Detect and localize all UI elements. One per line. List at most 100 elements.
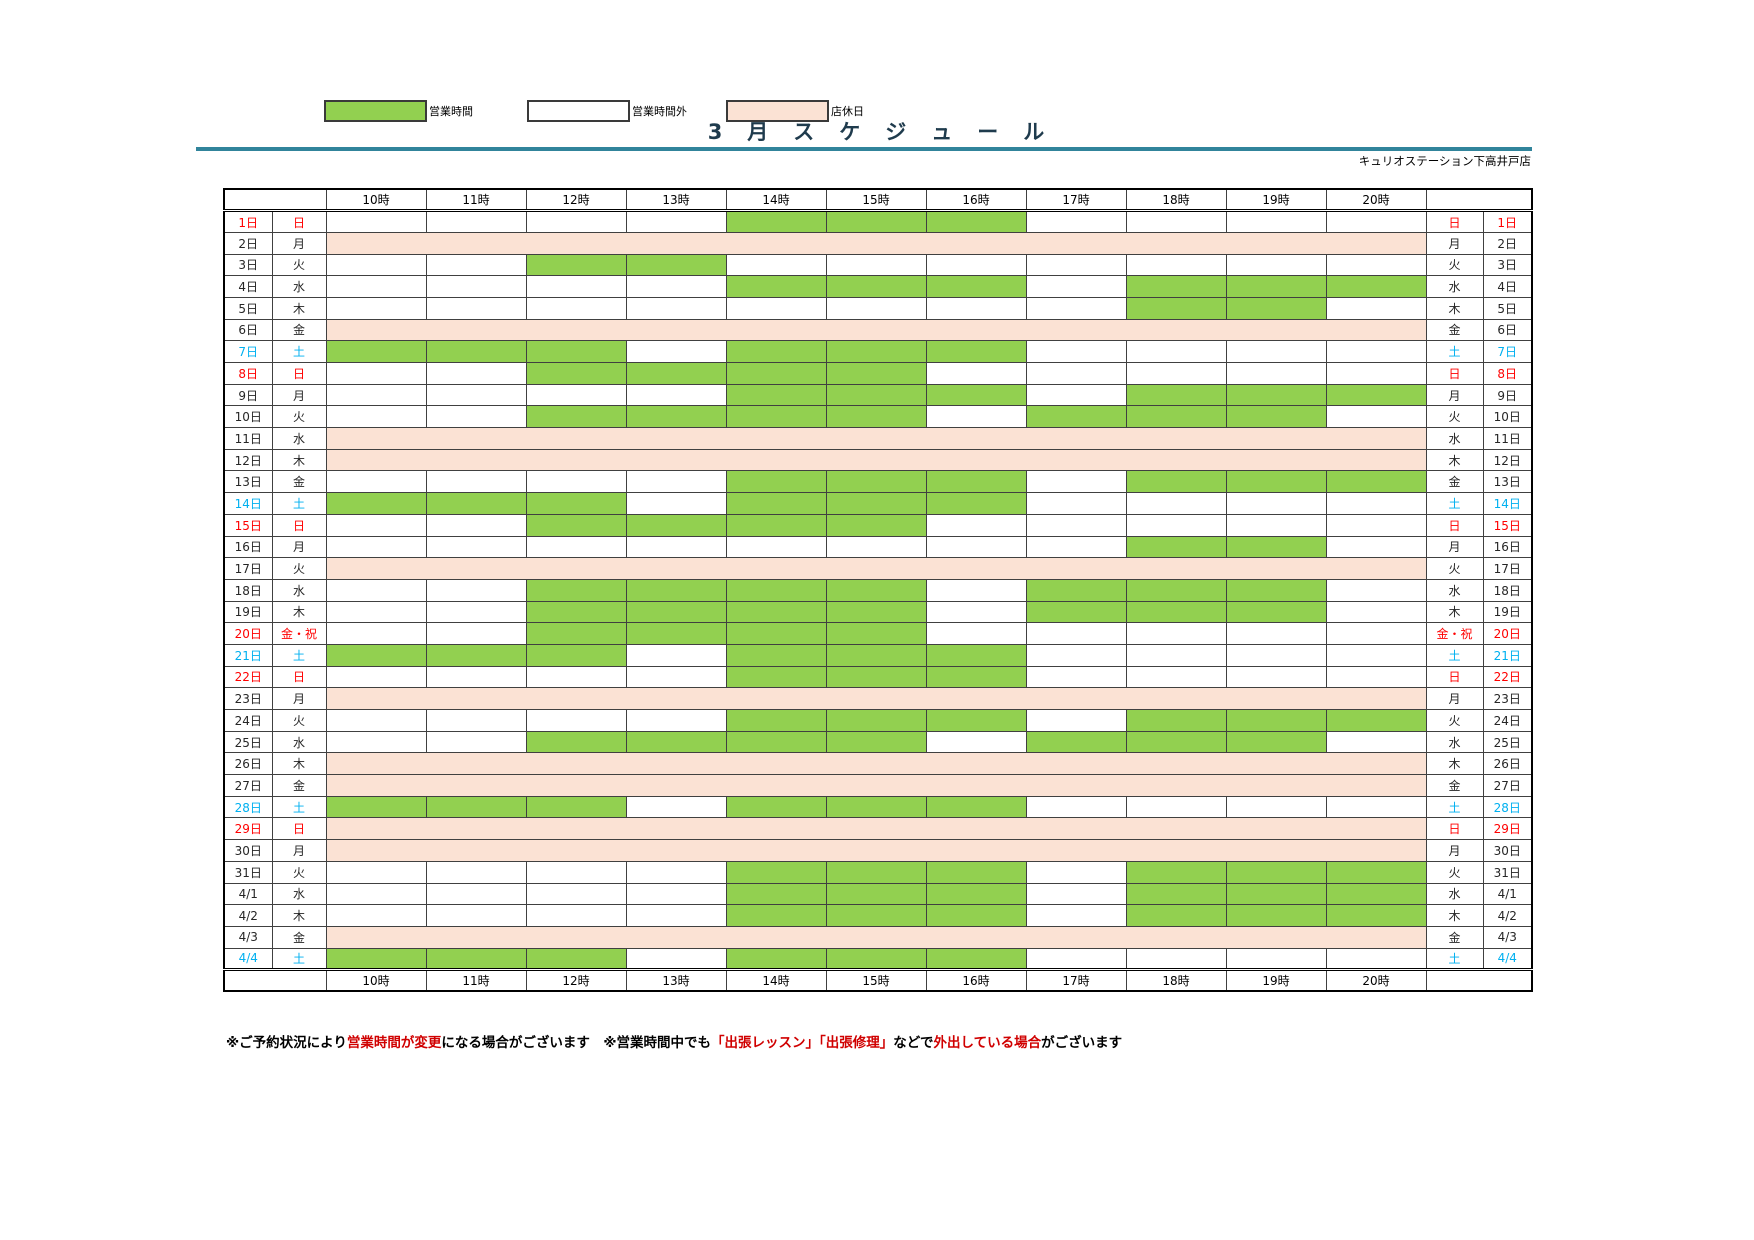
day-row: 5日木木 5日 <box>223 296 1533 320</box>
date-cell: 24日 <box>1482 709 1533 732</box>
day-row: 26日木木 26日 <box>223 752 1533 776</box>
weekday-cell: 金・祝 <box>271 622 327 645</box>
hour-cell-closed <box>425 253 527 277</box>
hour-cell-closed <box>325 730 427 754</box>
day-row: 4日水水 4日 <box>223 275 1533 298</box>
date-cell: 4/4 <box>223 947 273 971</box>
hour-cell-closed <box>1325 253 1427 277</box>
hour-cell-closed <box>1325 795 1427 819</box>
hour-cell-closed <box>1325 210 1427 233</box>
day-row: 21日土土 21日 <box>223 643 1533 667</box>
day-row: 10日火火 10日 <box>223 405 1533 429</box>
hour-cell-closed <box>1325 492 1427 515</box>
hour-cell-open <box>1225 275 1327 298</box>
hour-cell-open <box>1325 904 1427 927</box>
weekday-cell: 日 <box>1425 513 1484 537</box>
date-cell: 21日 <box>1482 643 1533 667</box>
weekday-cell: 木 <box>1425 752 1484 776</box>
date-cell: 6日 <box>223 318 273 342</box>
hour-cell-open <box>825 578 927 602</box>
weekday-cell: 火 <box>1425 253 1484 277</box>
hour-cell-closed <box>325 665 427 689</box>
hour-cell-closed <box>1125 253 1227 277</box>
hour-cell-closed <box>325 904 427 927</box>
date-cell: 26日 <box>223 752 273 776</box>
date-cell: 19日 <box>223 600 273 624</box>
date-cell: 17日 <box>1482 557 1533 580</box>
hour-cell-open <box>1325 383 1427 407</box>
hour-cell-open <box>625 513 727 537</box>
hour-cell-closed <box>325 383 427 407</box>
weekday-cell: 日 <box>271 362 327 385</box>
hour-cell-open <box>1125 600 1227 624</box>
date-cell: 21日 <box>223 643 273 667</box>
corner-cell <box>1425 188 1533 213</box>
hour-cell-open <box>625 622 727 645</box>
hour-cell-closed <box>925 362 1027 385</box>
weekday-cell: 土 <box>271 340 327 363</box>
hour-cell-closed <box>1225 795 1327 819</box>
date-cell: 23日 <box>1482 687 1533 710</box>
hour-cell-closed <box>1325 296 1427 320</box>
hour-cell-closed <box>425 622 527 645</box>
hour-cell-open <box>425 643 527 667</box>
date-cell: 27日 <box>1482 774 1533 797</box>
hour-cell-open <box>525 600 627 624</box>
day-row: 30日月月 30日 <box>223 839 1533 862</box>
day-row: 18日水水 18日 <box>223 578 1533 602</box>
date-cell: 19日 <box>1482 600 1533 624</box>
weekday-cell: 金 <box>271 774 327 797</box>
weekday-cell: 金 <box>1425 318 1484 342</box>
hour-cell-open <box>825 882 927 906</box>
hour-cell-open <box>1025 730 1127 754</box>
hour-cell-closed <box>425 275 527 298</box>
title-underline <box>196 147 1532 151</box>
date-cell: 29日 <box>223 817 273 841</box>
weekday-cell: 水 <box>1425 882 1484 906</box>
hour-cell-open <box>425 795 527 819</box>
note-segment: 営業時間が変更 <box>346 1035 442 1051</box>
hour-cell-open <box>325 795 427 819</box>
hour-cell-closed <box>1325 578 1427 602</box>
hour-cell-open <box>925 904 1027 927</box>
hour-cell-open <box>925 340 1027 363</box>
hour-cell-closed <box>625 643 727 667</box>
hour-cell-closed <box>725 296 827 320</box>
hour-header-cell: 15時 <box>825 188 927 213</box>
hour-cell-open <box>625 405 727 429</box>
hour-header-cell: 13時 <box>625 188 727 213</box>
hour-cell-open <box>725 665 827 689</box>
weekday-cell: 土 <box>271 947 327 971</box>
hour-cell-closed <box>425 904 527 927</box>
note-segment: ※ご予約状況により <box>226 1035 347 1051</box>
weekday-cell: 火 <box>1425 405 1484 429</box>
date-cell: 25日 <box>1482 730 1533 754</box>
hour-cell-closed <box>1125 622 1227 645</box>
hour-cell-open <box>425 492 527 515</box>
day-row: 22日日日 22日 <box>223 665 1533 689</box>
hour-cell-closed <box>1025 492 1127 515</box>
hour-cell-open <box>525 947 627 971</box>
hour-cell-open <box>825 730 927 754</box>
date-cell: 6日 <box>1482 318 1533 342</box>
hour-cell-closed <box>1225 210 1327 233</box>
hour-header-cell: 17時 <box>1025 188 1127 213</box>
day-row: 4/3 金金 4/3 <box>223 925 1533 949</box>
hour-cell-open <box>1125 535 1227 559</box>
hour-cell-closed <box>325 860 427 884</box>
weekday-cell: 月 <box>271 535 327 559</box>
hour-cell-closed <box>525 860 627 884</box>
weekday-cell: 土 <box>1425 492 1484 515</box>
hour-cell-closed <box>325 513 427 537</box>
date-cell: 4/2 <box>1482 904 1533 927</box>
date-cell: 25日 <box>223 730 273 754</box>
day-row: 13日金金 13日 <box>223 470 1533 494</box>
holiday-band <box>325 839 1427 862</box>
hour-cell-open <box>825 947 927 971</box>
weekday-cell: 月 <box>1425 383 1484 407</box>
hour-cell-closed <box>1125 340 1227 363</box>
hour-cell-closed <box>425 709 527 732</box>
hour-footer-cell: 15時 <box>825 968 927 992</box>
corner-cell <box>223 968 327 992</box>
hour-cell-closed <box>1325 665 1427 689</box>
